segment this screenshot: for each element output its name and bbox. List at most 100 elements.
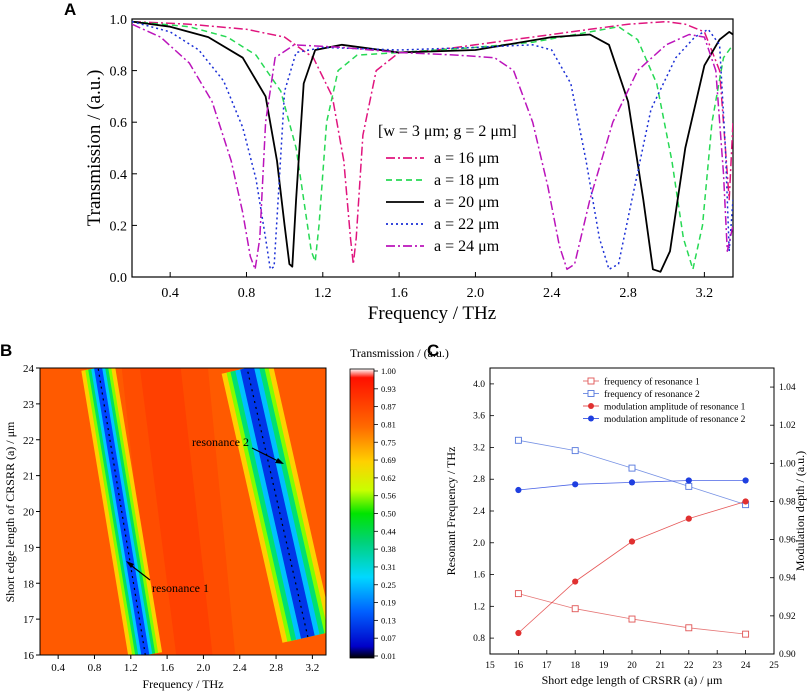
a-ytick-label: 0.0 xyxy=(110,271,128,286)
c-legend-entry: frequency of resonance 2 xyxy=(604,389,700,400)
legend-entry: a = 24 μm xyxy=(434,238,500,255)
c-point xyxy=(742,498,749,505)
colorbar-tick-label: 0.19 xyxy=(381,598,396,608)
panel-c-scatter: 15 16 17 18 19 20 21 22 23 24 25 0.8 1.2 1.6 2.0 2.4 2.8… xyxy=(444,367,807,687)
series-line-1 xyxy=(132,20,733,265)
c-point xyxy=(515,486,522,494)
c-y2tick-label: 1.02 xyxy=(779,421,796,431)
colorbar-tick-label: 1.00 xyxy=(381,366,396,376)
colorbar xyxy=(349,368,375,659)
panel-a-ylabel: Transmission / (a.u.) xyxy=(84,70,105,227)
panel-a-series xyxy=(132,20,733,273)
colorbar-tick-label: 0.25 xyxy=(381,580,396,590)
c-ytick-label: 1.6 xyxy=(473,571,485,581)
legend-entry: a = 18 μm xyxy=(434,172,500,189)
a-ytick-label: 0.6 xyxy=(110,116,128,131)
b-xtick-label: 1.2 xyxy=(124,662,138,674)
panel-b-heatmap: 0.4 0.8 1.2 1.6 2.0 2.4 2.8 3.2 16 17 18 19 20 21 22 23… xyxy=(3,346,449,691)
a-xtick-label: 2.8 xyxy=(619,286,637,301)
series-line-3 xyxy=(132,20,733,273)
b-ytick-label: 16 xyxy=(23,650,35,662)
a-xtick-label: 2.4 xyxy=(543,286,561,301)
c-legend-entry: modulation amplitude of resonance 2 xyxy=(604,414,746,425)
panel-c-ylabel: Resonant Frequency / THz xyxy=(444,447,458,576)
legend-title: [w = 3 μm; g = 2 μm] xyxy=(378,123,517,140)
c-y2tick-label: 1.04 xyxy=(779,383,796,393)
c-legend-marker xyxy=(587,377,595,385)
panel-c-series xyxy=(514,436,750,638)
a-xtick-label: 0.8 xyxy=(238,286,256,301)
c-ytick-label: 2.8 xyxy=(473,475,485,485)
legend-entry: a = 22 μm xyxy=(434,216,500,233)
b-ytick-label: 20 xyxy=(23,507,35,519)
c-xtick-label: 19 xyxy=(599,661,609,671)
c-ytick-label: 3.2 xyxy=(473,443,485,453)
series-line-4 xyxy=(132,20,733,271)
panel-a-frame xyxy=(131,18,734,278)
b-ytick-label: 22 xyxy=(23,435,34,447)
c-y2tick-label: 0.96 xyxy=(779,536,796,546)
resonance-1-track xyxy=(97,368,146,655)
c-y2tick-label: 0.98 xyxy=(779,497,796,507)
c-xtick-label: 24 xyxy=(741,661,751,671)
panel-c-y2label: Modulation depth / (a.u.) xyxy=(793,451,807,571)
colorbar-tick-label: 0.81 xyxy=(381,419,396,429)
b-ytick-label: 18 xyxy=(23,578,35,590)
panel-c-ticks: 15 16 17 18 19 20 21 22 23 24 25 0.8 1.2 1.6 2.0 2.4 2.8… xyxy=(473,380,796,671)
colorbar-tick-label: 0.13 xyxy=(381,615,396,625)
b-xtick-label: 0.4 xyxy=(51,662,65,674)
c-point xyxy=(685,515,692,522)
panel-a-ticks: 0.4 0.8 1.2 1.6 2.0 2.4 2.8 3.2 0.0 0.2 0.4 0.6 0.8 1… xyxy=(110,13,714,301)
heatmap-shade xyxy=(139,368,213,655)
c-point xyxy=(685,482,693,490)
b-xtick-label: 3.2 xyxy=(306,662,320,674)
c-legend-entry: frequency of resonance 1 xyxy=(604,377,700,388)
b-ytick-label: 24 xyxy=(23,363,35,375)
c-xtick-label: 21 xyxy=(656,661,666,671)
c-ytick-label: 2.0 xyxy=(473,539,485,549)
c-ytick-label: 3.6 xyxy=(473,412,485,422)
colorbar-tick-label: 0.75 xyxy=(381,437,396,447)
colorbar-tick-label: 0.56 xyxy=(381,491,396,501)
c-point xyxy=(572,481,579,488)
a-ytick-label: 0.8 xyxy=(110,65,128,80)
c-y2tick-label: 1.00 xyxy=(779,459,796,469)
c-point xyxy=(514,436,522,444)
panel-a-line-chart: 0.4 0.8 1.2 1.6 2.0 2.4 2.8 3.2 0.0 0.2 0.4 0.6 0.8 1… xyxy=(84,13,734,324)
c-ytick-label: 1.2 xyxy=(473,602,485,612)
legend-entry: a = 20 μm xyxy=(434,194,500,211)
c-xtick-label: 23 xyxy=(712,661,722,671)
legend-entry: a = 16 μm xyxy=(434,150,500,167)
colorbar-ticks: 1.00 0.93 0.87 0.81 0.75 0.69 0.62 0.56 0.50 0.44… xyxy=(374,366,397,661)
c-y2tick-label: 0.94 xyxy=(779,574,796,584)
colorbar-tick-label: 0.87 xyxy=(381,402,396,412)
panel-a-letter: A xyxy=(64,0,76,19)
resonance-2-track xyxy=(246,368,309,638)
a-xtick-label: 3.2 xyxy=(696,286,714,301)
a-xtick-label: 1.2 xyxy=(314,286,332,301)
panel-b-letter: B xyxy=(0,341,12,360)
c-point xyxy=(572,578,579,585)
colorbar-tick-label: 0.93 xyxy=(381,384,396,394)
panel-b-xlabel: Frequency / THz xyxy=(142,677,223,691)
panel-c-xlabel: Short edge length of CRSRR (a) / μm xyxy=(542,673,723,687)
a-xtick-label: 1.6 xyxy=(390,286,408,301)
a-ytick-label: 1.0 xyxy=(110,13,128,28)
b-xtick-label: 2.0 xyxy=(197,662,211,674)
b-ytick-label: 23 xyxy=(23,399,35,411)
c-point xyxy=(685,477,692,484)
c-legend-marker xyxy=(588,415,594,422)
c-xtick-label: 22 xyxy=(684,661,694,671)
colorbar-tick-label: 0.50 xyxy=(381,509,396,519)
b-xtick-label: 1.6 xyxy=(160,662,174,674)
c-point xyxy=(628,538,636,545)
a-xtick-label: 0.4 xyxy=(161,286,179,301)
c-y2tick-label: 0.90 xyxy=(779,650,796,660)
resonance-1-arrowhead xyxy=(126,561,134,568)
c-point xyxy=(515,629,522,637)
b-ytick-label: 19 xyxy=(23,542,35,554)
colorbar-title: Transmission / (a.u.) xyxy=(350,346,449,360)
colorbar-tick-label: 0.01 xyxy=(381,651,396,661)
